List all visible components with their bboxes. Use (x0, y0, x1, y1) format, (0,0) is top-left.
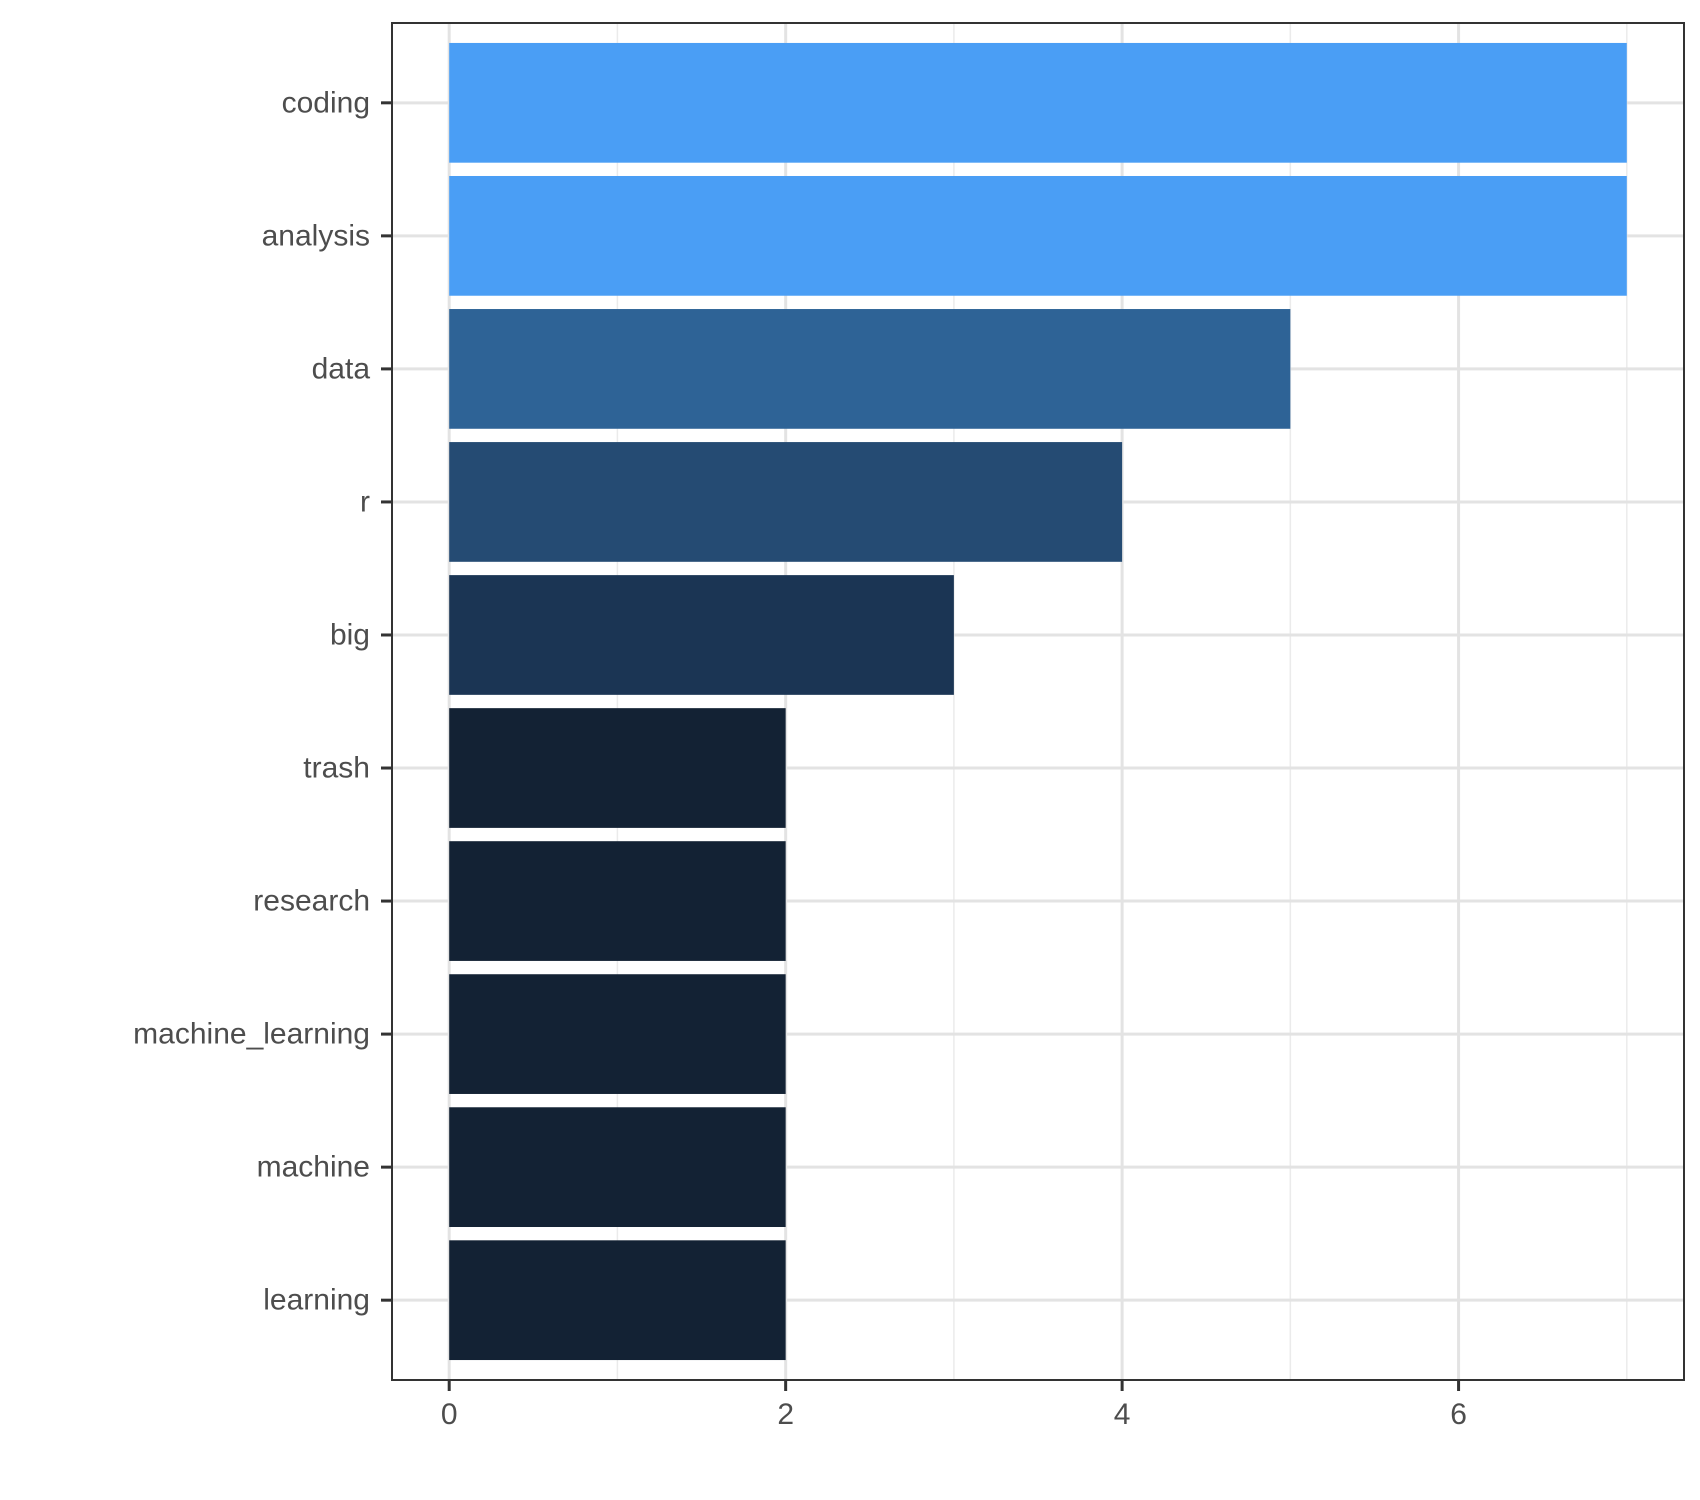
x-tick-label: 4 (1114, 1398, 1131, 1431)
bar-machine (449, 1107, 786, 1228)
y-tick-label: research (253, 885, 370, 918)
bar-r (449, 442, 1123, 562)
bars (449, 42, 1627, 1361)
bar-coding (449, 42, 1627, 163)
y-tick-label: machine (257, 1151, 370, 1184)
y-tick-label: coding (282, 86, 370, 119)
y-tick-label: learning (263, 1284, 370, 1317)
y-tick-label: machine_learning (133, 1018, 370, 1051)
plot-border (391, 22, 1685, 1381)
x-tick-label: 6 (1450, 1398, 1467, 1431)
y-axis: coding analysis data r big trash research machi… (133, 86, 392, 1317)
bar-trash (449, 708, 786, 828)
bar-machine_learning (449, 974, 786, 1094)
y-tick-label: data (312, 352, 371, 385)
y-tick-label: analysis (262, 219, 370, 252)
y-tick-label: big (330, 618, 370, 651)
x-tick-label: 0 (441, 1398, 458, 1431)
bar-learning (449, 1240, 786, 1361)
y-tick-label: r (360, 485, 370, 518)
y-tick-label: trash (303, 752, 370, 785)
bar-big (449, 575, 954, 695)
bar-research (449, 841, 786, 961)
x-tick-label: 2 (777, 1398, 794, 1431)
bar-analysis (449, 175, 1627, 296)
x-axis: 0 2 4 6 (441, 1380, 1467, 1431)
bar-data (449, 309, 1291, 429)
